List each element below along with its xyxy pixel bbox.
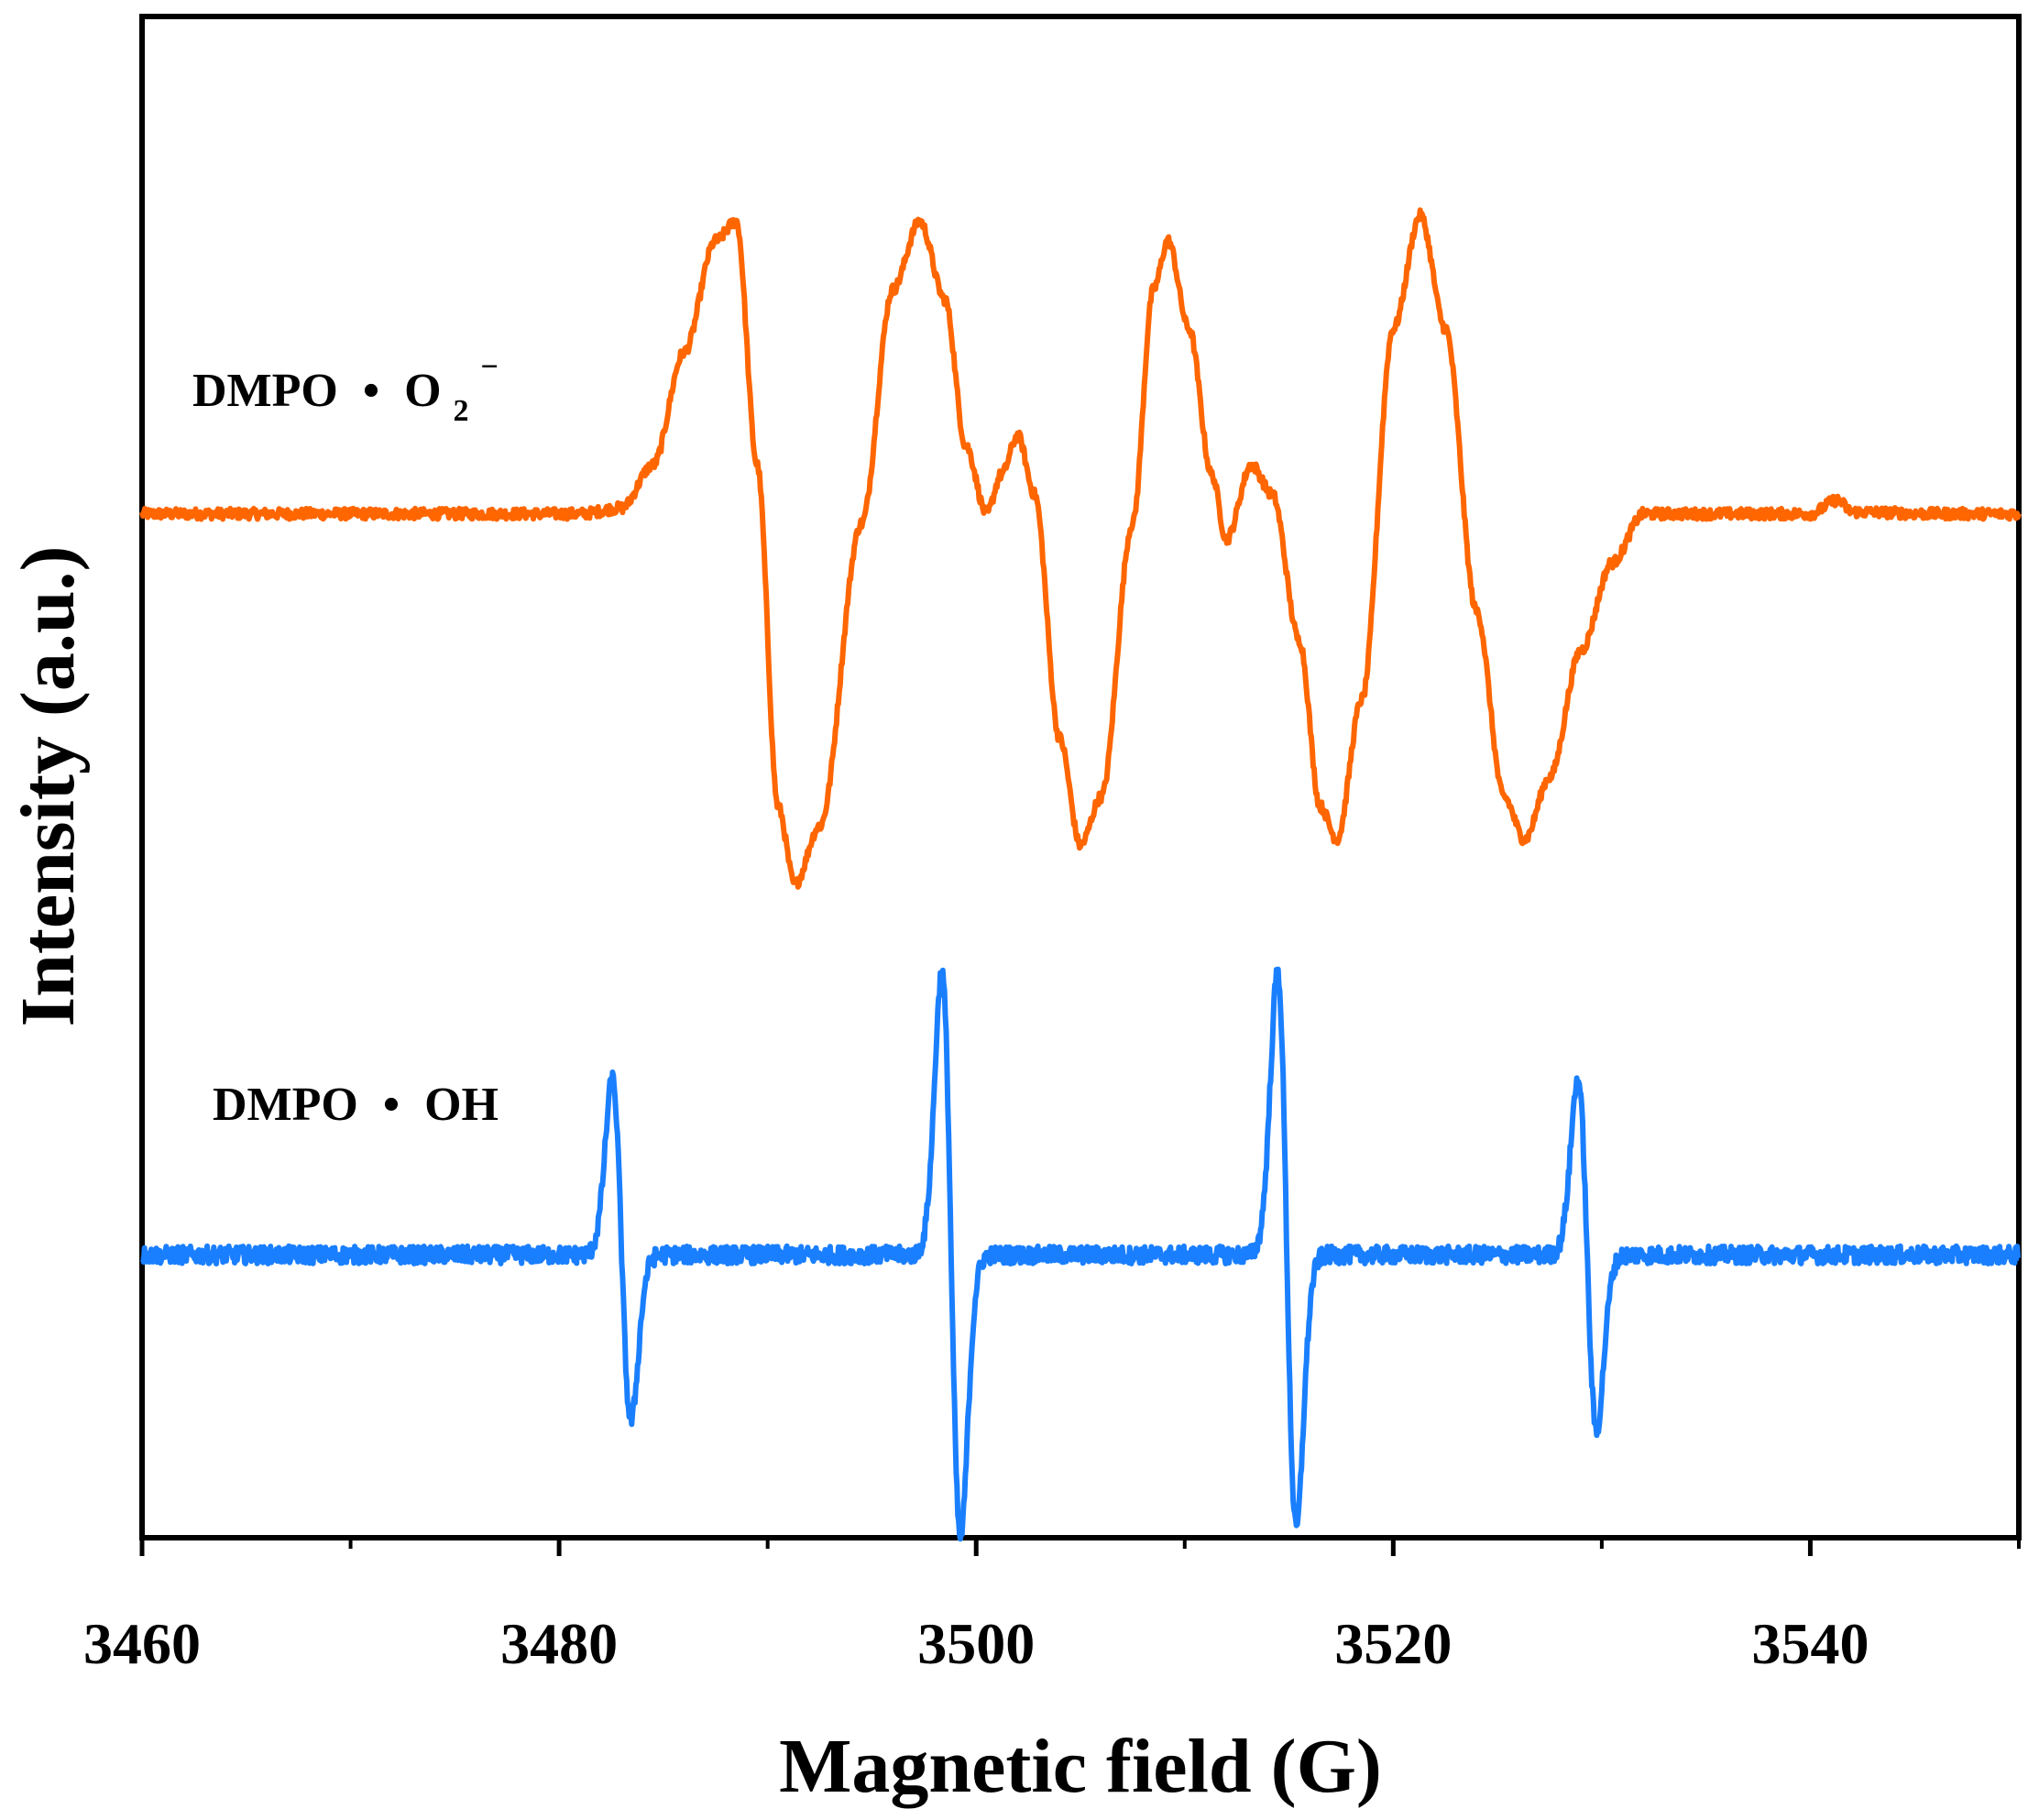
x-tick-label: 3500 [917,1611,1035,1676]
x-axis-ticks [139,1538,2021,1556]
series-label-oh-bullet: • [383,1079,400,1131]
series-label-o2-species: O [404,365,441,417]
series-label-o2-subscript: 2 [454,394,469,428]
svg-text:DMPO • OH: DMPO • OH [213,1079,499,1131]
series-label-o2-main: DMPO [192,365,338,417]
plot-frame [139,14,2022,1540]
x-tick-label: 3460 [83,1611,201,1676]
x-tick-label: 3540 [1751,1611,1869,1676]
series-layer [139,207,2022,1542]
series-label-oh-species: OH [424,1079,499,1131]
x-axis-title: Magnetic field (G) [779,1724,1382,1809]
series-label-o2: DMPO • O 2 − [192,350,499,432]
series-label-o2-bullet: • [363,365,379,417]
x-tick-label: 3480 [500,1611,618,1676]
svg-text:DMPO • O 2: DMPO • O 2 − [192,350,499,432]
x-axis-tick-labels: 3460 3480 3500 3520 3540 [83,1611,1869,1676]
x-tick-label: 3520 [1334,1611,1452,1676]
series-label-oh: DMPO • OH [213,1079,499,1131]
series-label-oh-main: DMPO [213,1079,358,1131]
series-label-o2-superscript: − [481,350,499,384]
series-dmpo-oh-line [139,966,2022,1542]
series-dmpo-o2-line [139,207,2022,890]
y-axis-title: Intensity (a.u.) [5,545,91,1026]
